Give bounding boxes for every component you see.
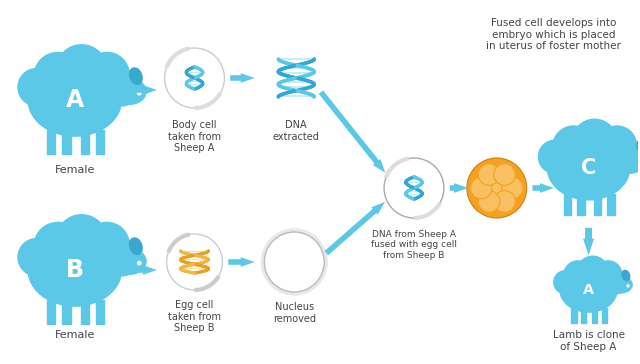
- Text: B: B: [66, 258, 84, 282]
- Bar: [592, 308, 597, 323]
- Circle shape: [85, 222, 129, 266]
- Text: Nucleus
removed: Nucleus removed: [273, 302, 316, 324]
- Ellipse shape: [129, 238, 142, 254]
- Bar: [577, 194, 585, 215]
- Circle shape: [554, 271, 577, 294]
- Ellipse shape: [276, 248, 297, 260]
- Ellipse shape: [612, 277, 632, 293]
- Bar: [81, 130, 89, 154]
- Bar: [580, 308, 586, 323]
- Circle shape: [138, 261, 141, 265]
- Circle shape: [18, 238, 55, 276]
- Bar: [594, 194, 601, 215]
- Text: DNA
extracted: DNA extracted: [273, 120, 320, 142]
- Circle shape: [138, 91, 141, 95]
- Bar: [96, 300, 104, 324]
- Ellipse shape: [637, 140, 640, 154]
- Circle shape: [564, 261, 593, 290]
- Circle shape: [553, 126, 595, 168]
- Bar: [62, 130, 70, 154]
- Bar: [81, 300, 89, 324]
- Circle shape: [470, 177, 492, 199]
- Text: Female: Female: [54, 165, 95, 175]
- Circle shape: [502, 177, 523, 199]
- Text: Lamb is clone
of Sheep A: Lamb is clone of Sheep A: [552, 330, 625, 352]
- Circle shape: [598, 126, 636, 165]
- Circle shape: [478, 191, 500, 212]
- Circle shape: [56, 215, 107, 266]
- Ellipse shape: [28, 64, 122, 136]
- Ellipse shape: [129, 68, 142, 84]
- Ellipse shape: [622, 270, 630, 281]
- Bar: [96, 130, 104, 154]
- Text: A: A: [583, 283, 594, 297]
- Circle shape: [164, 48, 225, 108]
- Ellipse shape: [623, 149, 640, 172]
- Circle shape: [467, 158, 527, 218]
- Bar: [564, 194, 572, 215]
- Circle shape: [605, 271, 628, 294]
- Text: Body cell
taken from
Sheep A: Body cell taken from Sheep A: [168, 120, 221, 153]
- Circle shape: [577, 256, 608, 288]
- Circle shape: [18, 68, 55, 106]
- Circle shape: [494, 164, 515, 185]
- Text: Egg cell
taken from
Sheep B: Egg cell taken from Sheep B: [168, 300, 221, 333]
- Bar: [572, 308, 577, 323]
- Circle shape: [261, 229, 327, 295]
- Text: A: A: [66, 88, 84, 112]
- Circle shape: [478, 164, 500, 185]
- Circle shape: [56, 45, 107, 96]
- Circle shape: [572, 119, 617, 164]
- Bar: [47, 300, 55, 324]
- Ellipse shape: [560, 268, 617, 312]
- Ellipse shape: [114, 79, 146, 104]
- Circle shape: [103, 238, 140, 276]
- Circle shape: [34, 222, 82, 270]
- Circle shape: [264, 232, 324, 292]
- Circle shape: [595, 261, 621, 288]
- Bar: [607, 194, 615, 215]
- Text: DNA from Sheep A
fused with egg cell
from Sheep B: DNA from Sheep A fused with egg cell fro…: [371, 230, 457, 260]
- Circle shape: [103, 68, 140, 106]
- Text: C: C: [581, 158, 596, 178]
- Circle shape: [613, 140, 640, 173]
- Circle shape: [486, 177, 508, 199]
- Bar: [47, 130, 55, 154]
- Bar: [62, 300, 70, 324]
- Circle shape: [384, 158, 444, 218]
- Circle shape: [85, 52, 129, 96]
- Circle shape: [494, 191, 515, 212]
- Circle shape: [34, 52, 82, 100]
- Bar: [602, 308, 607, 323]
- Circle shape: [166, 234, 223, 290]
- Text: Fused cell develops into
embryo which is placed
in uterus of foster mother: Fused cell develops into embryo which is…: [486, 18, 621, 51]
- Circle shape: [627, 285, 629, 287]
- Text: Female: Female: [54, 330, 95, 340]
- Circle shape: [538, 140, 572, 173]
- Ellipse shape: [547, 136, 630, 200]
- Ellipse shape: [28, 234, 122, 306]
- Ellipse shape: [114, 249, 146, 274]
